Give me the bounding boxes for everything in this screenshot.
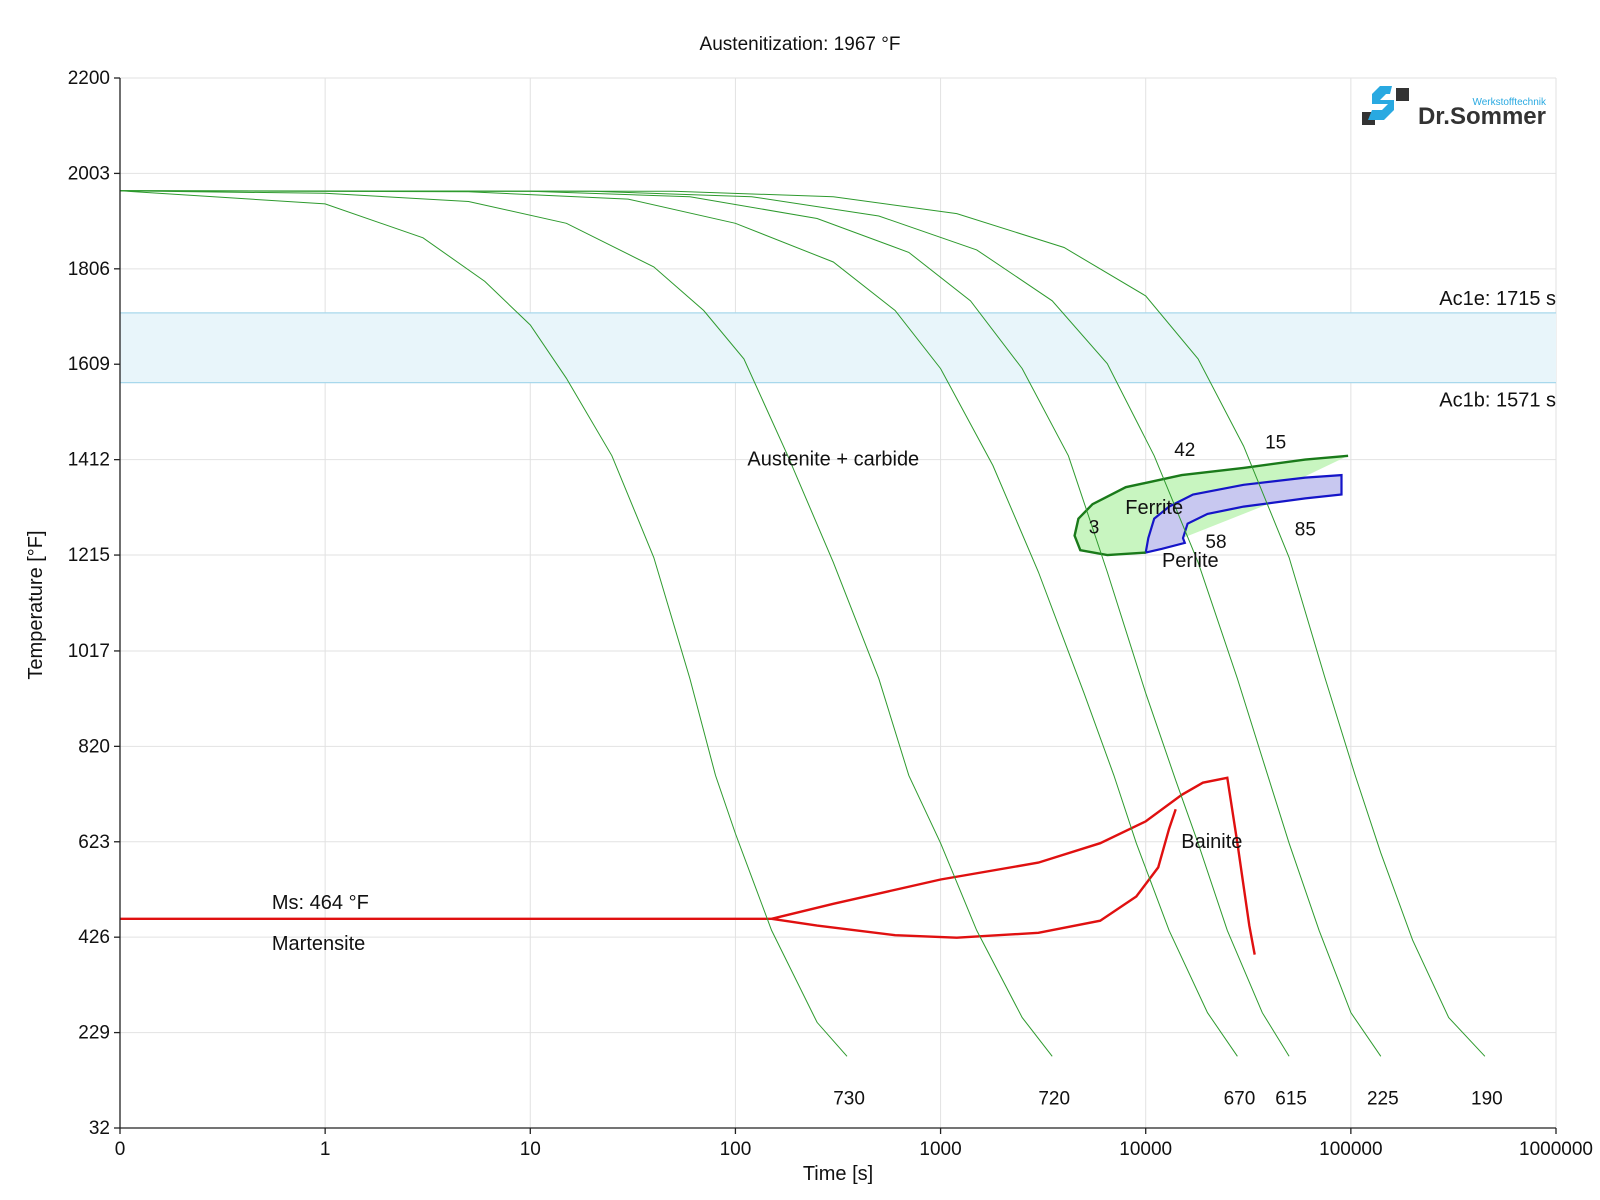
cooling-curve-end-label: 190 [1471, 1088, 1503, 1109]
phase-percent-label: 58 [1205, 532, 1226, 553]
logo-text: Dr.Sommer [1418, 103, 1546, 130]
cooling-curve-end-label: 615 [1275, 1088, 1307, 1109]
x-tick-label: 0 [115, 1139, 126, 1160]
perlite-region [1144, 473, 1343, 555]
phase-percent-label: 3 [1089, 517, 1100, 538]
annotations: Ac1e: 1715 s Ac1b: 1571 s 730 720 670 615 225 1… [272, 288, 1556, 1109]
y-tick-label: 32 [89, 1118, 110, 1139]
ferrite-boundary [1073, 454, 1349, 557]
cooling-curve-225 [119, 190, 1382, 1057]
x-tick-label: 100000 [1319, 1139, 1382, 1160]
ac1e-label: Ac1e: 1715 s [1439, 288, 1556, 310]
perlite-label: Perlite [1162, 550, 1219, 572]
phase-percent-label: 85 [1295, 520, 1316, 541]
cooling-curves [119, 190, 1486, 1057]
logo-mark-s-shape [1368, 86, 1394, 120]
phase-percent-label: 15 [1265, 433, 1286, 454]
x-tick-label: 1000 [919, 1139, 961, 1160]
y-tick-label: 2003 [68, 163, 110, 184]
austenite-label: Austenite + carbide [747, 448, 919, 470]
axes: 32 229 426 623 820 1017 1215 1412 1609 1806 2003 22… [68, 68, 1593, 1160]
ac-band [120, 312, 1556, 384]
x-tick-label: 10000 [1119, 1139, 1172, 1160]
y-tick-label: 623 [78, 832, 110, 853]
bainite-label: Bainite [1181, 831, 1242, 853]
ac-band-fill [120, 312, 1556, 383]
cooling-curve-end-label: 670 [1224, 1088, 1256, 1109]
y-tick-label: 820 [78, 736, 110, 757]
cooling-curve-end-label: 730 [833, 1088, 865, 1109]
bainite-upper-boundary [771, 776, 1256, 955]
x-tick-label: 1000000 [1519, 1139, 1593, 1160]
x-tick-label: 100 [720, 1139, 752, 1160]
y-axis-label: Temperature [°F] [25, 530, 47, 679]
x-axis-label: Time [s] [803, 1163, 873, 1185]
ac1b-label: Ac1b: 1571 s [1439, 390, 1556, 412]
logo: Werkstofftechnik Dr.Sommer [1362, 86, 1547, 130]
y-tick-label: 229 [78, 1023, 110, 1044]
grid [119, 77, 1557, 1129]
y-tick-label: 1412 [68, 450, 110, 471]
cooling-curve-615 [119, 190, 1290, 1057]
ferrite-label: Ferrite [1125, 497, 1183, 519]
cooling-curve-end-label: 225 [1367, 1088, 1399, 1109]
cooling-curve-730 [119, 190, 848, 1057]
y-tick-label: 426 [78, 927, 110, 948]
cooling-curve-720 [119, 190, 1053, 1057]
cooling-curve-end-label: 720 [1038, 1088, 1070, 1109]
x-tick-label: 10 [520, 1139, 541, 1160]
y-tick-label: 1609 [68, 354, 110, 375]
cooling-curve-190 [119, 190, 1486, 1057]
martensite-label: Martensite [272, 933, 365, 955]
y-tick-label: 1215 [68, 545, 110, 566]
transformation-regions [120, 454, 1349, 955]
y-tick-label: 1017 [68, 641, 110, 662]
logo-subtext: Werkstofftechnik [1472, 97, 1547, 108]
cooling-curve-670 [119, 190, 1238, 1057]
ms-label: Ms: 464 °F [272, 892, 369, 914]
logo-mark-square-2 [1396, 88, 1409, 101]
phase-percent-label: 42 [1174, 440, 1195, 461]
y-tick-label: 1806 [68, 259, 110, 280]
bainite-lower-boundary [771, 808, 1177, 939]
y-tick-label: 2200 [68, 68, 110, 89]
x-tick-label: 1 [320, 1139, 331, 1160]
chart-title: Austenitization: 1967 °F [700, 34, 901, 55]
